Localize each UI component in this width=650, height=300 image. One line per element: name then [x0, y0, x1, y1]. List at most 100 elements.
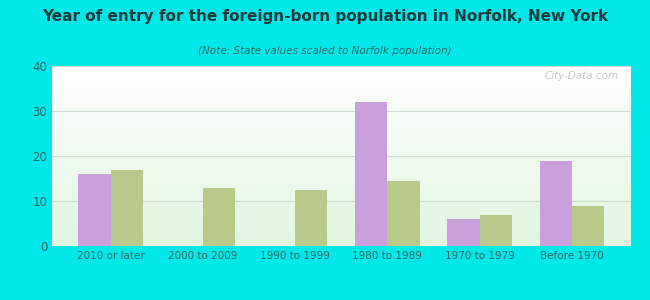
Bar — [111, 169, 143, 246]
Bar — [52, 106, 630, 107]
Bar — [52, 67, 630, 68]
Bar — [52, 167, 630, 168]
Bar — [52, 95, 630, 96]
Bar — [52, 173, 630, 174]
Bar — [52, 76, 630, 77]
Bar — [52, 87, 630, 88]
Bar — [52, 243, 630, 244]
Bar — [52, 218, 630, 219]
Bar — [52, 178, 630, 179]
Bar — [52, 77, 630, 78]
Bar — [52, 166, 630, 167]
Bar — [52, 146, 630, 147]
Bar — [52, 140, 630, 141]
Bar — [52, 191, 630, 192]
Bar — [52, 216, 630, 217]
Bar — [52, 210, 630, 211]
Bar — [52, 156, 630, 157]
Bar — [52, 182, 630, 183]
Bar — [52, 114, 630, 115]
Bar — [52, 181, 630, 182]
Bar — [52, 107, 630, 108]
Bar — [52, 240, 630, 241]
Bar — [52, 219, 630, 220]
Bar — [52, 229, 630, 230]
Bar — [52, 136, 630, 137]
Bar — [52, 172, 630, 173]
Bar — [52, 142, 630, 143]
Bar — [52, 211, 630, 212]
Bar — [52, 164, 630, 165]
Bar — [52, 84, 630, 85]
Bar — [52, 128, 630, 129]
Bar — [52, 122, 630, 123]
Bar — [52, 215, 630, 216]
Bar — [52, 217, 630, 218]
Bar — [52, 68, 630, 69]
Bar — [52, 209, 630, 210]
Bar — [52, 78, 630, 79]
Bar — [52, 169, 630, 170]
Text: Year of entry for the foreign-born population in Norfolk, New York: Year of entry for the foreign-born popul… — [42, 9, 608, 24]
Bar — [52, 163, 630, 164]
Bar — [52, 192, 630, 193]
Bar — [52, 74, 630, 75]
Bar — [52, 69, 630, 70]
Bar — [52, 102, 630, 103]
Bar — [52, 220, 630, 221]
Bar — [447, 219, 480, 246]
Bar — [52, 222, 630, 223]
Bar — [52, 225, 630, 226]
Bar — [52, 81, 630, 82]
Bar — [52, 151, 630, 152]
Bar — [52, 108, 630, 109]
Bar — [52, 190, 630, 191]
Bar — [52, 213, 630, 214]
Bar — [52, 113, 630, 114]
Bar — [52, 187, 630, 188]
Bar — [52, 139, 630, 140]
Bar — [52, 150, 630, 151]
Bar — [52, 152, 630, 153]
Bar — [52, 144, 630, 145]
Bar — [52, 109, 630, 110]
Bar — [52, 124, 630, 125]
Bar — [52, 145, 630, 146]
Bar — [52, 160, 630, 161]
Bar — [52, 176, 630, 177]
Bar — [52, 112, 630, 113]
Bar — [52, 134, 630, 135]
Bar — [52, 99, 630, 100]
Bar — [52, 186, 630, 187]
Bar — [387, 181, 420, 246]
Bar — [52, 138, 630, 139]
Bar — [52, 98, 630, 99]
Bar — [52, 197, 630, 198]
Bar — [52, 206, 630, 207]
Bar — [52, 117, 630, 118]
Bar — [52, 154, 630, 155]
Bar — [203, 188, 235, 246]
Bar — [52, 239, 630, 240]
Bar — [52, 224, 630, 225]
Bar — [52, 97, 630, 98]
Bar — [52, 188, 630, 189]
Bar — [52, 101, 630, 102]
Bar — [52, 83, 630, 84]
Bar — [52, 208, 630, 209]
Bar — [540, 160, 572, 246]
Bar — [52, 157, 630, 158]
Bar — [52, 189, 630, 190]
Bar — [572, 206, 604, 246]
Bar — [52, 200, 630, 201]
Bar — [78, 174, 111, 246]
Bar — [52, 238, 630, 239]
Bar — [52, 236, 630, 237]
Bar — [52, 66, 630, 67]
Bar — [52, 179, 630, 180]
Bar — [52, 185, 630, 186]
Bar — [52, 149, 630, 150]
Bar — [52, 158, 630, 159]
Bar — [52, 162, 630, 163]
Bar — [52, 227, 630, 228]
